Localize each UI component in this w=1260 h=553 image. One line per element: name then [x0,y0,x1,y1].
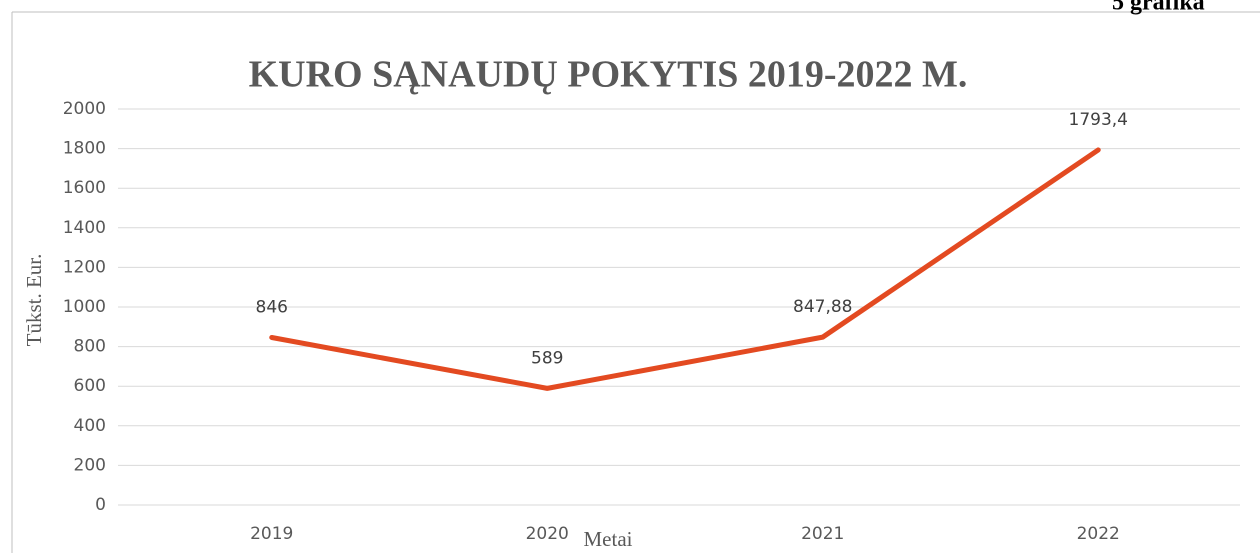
annotation: 5 grafika [1112,0,1205,16]
y-tick-label: 600 [74,376,106,396]
x-tick-label: 2021 [801,524,844,544]
y-tick-label: 1600 [63,178,106,198]
y-tick-label: 1800 [63,139,106,159]
data-label: 589 [531,348,563,368]
y-tick-label: 1000 [63,297,106,317]
x-axis-label: Metai [584,527,633,551]
y-tick-label: 1200 [63,257,106,277]
y-tick-label: 1400 [63,218,106,238]
x-tick-label: 2019 [250,524,293,544]
y-tick-label: 2000 [63,99,106,119]
y-tick-label: 800 [74,337,106,357]
chart-title: KURO SĄNAUDŲ POKYTIS 2019-2022 M. [249,54,968,96]
y-axis-label: Tūkst. Eur. [22,254,46,347]
y-tick-label: 200 [74,455,106,475]
x-tick-label: 2022 [1077,524,1120,544]
data-label: 847,88 [793,297,852,317]
line-series [269,147,1101,391]
data-label: 846 [256,297,288,317]
y-tick-label: 0 [95,495,106,515]
y-tick-label: 400 [74,416,106,436]
x-tick-label: 2020 [526,524,569,544]
data-label: 1793,4 [1069,110,1128,130]
